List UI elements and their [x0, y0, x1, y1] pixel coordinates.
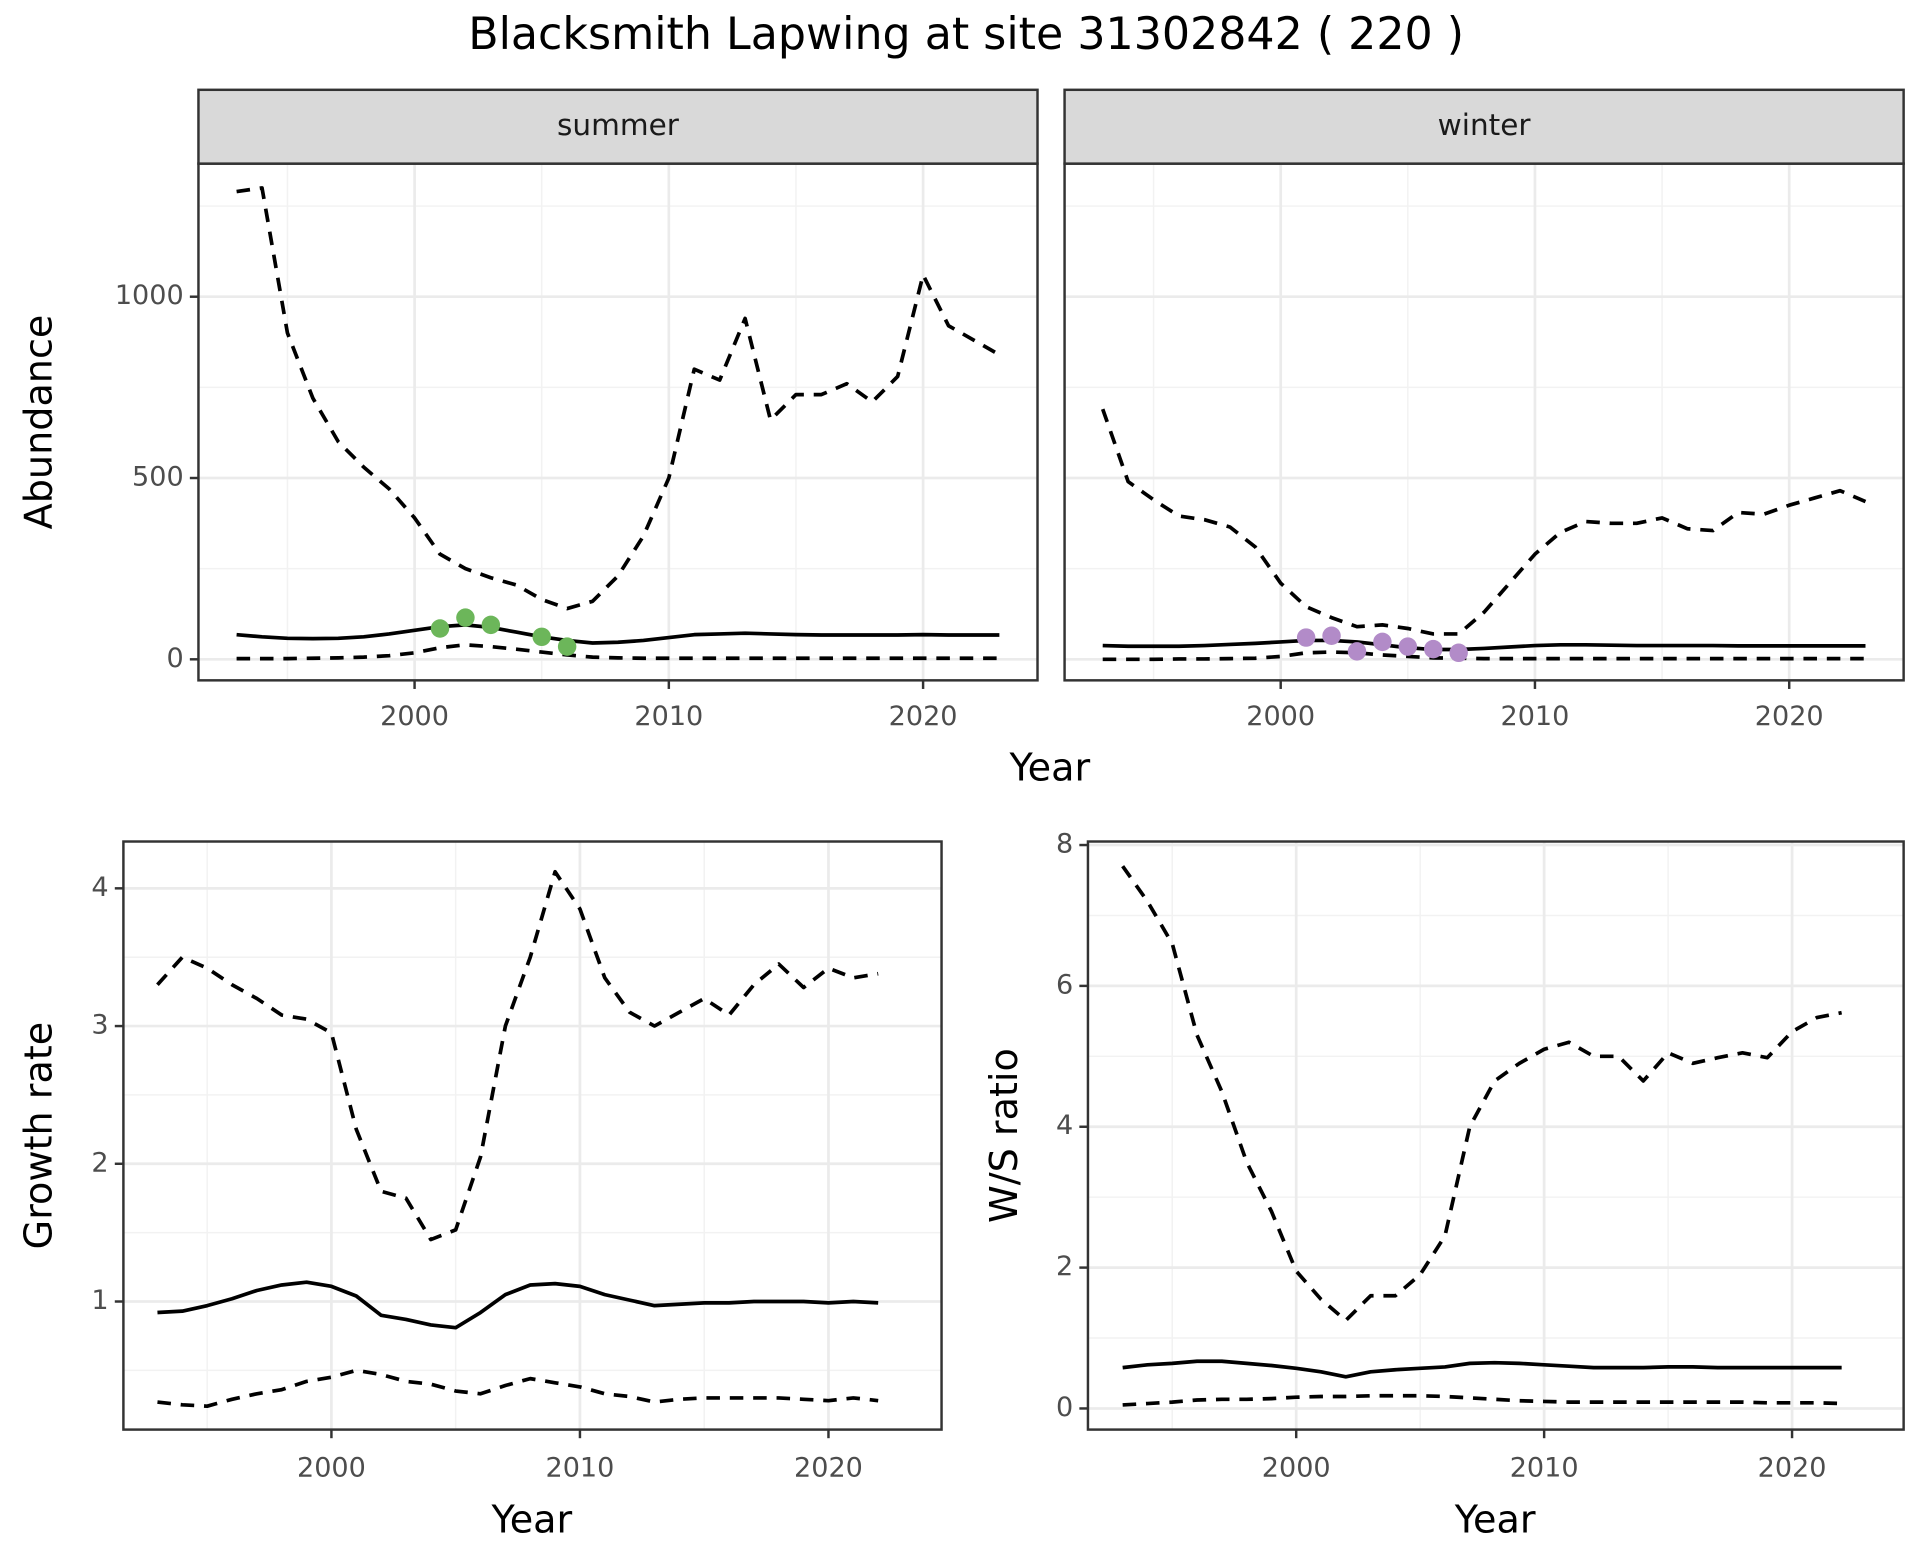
x-tick-label: 2010 [1510, 1452, 1579, 1483]
x-axis-title: Year [491, 1497, 573, 1541]
y-tick-label: 1 [91, 1285, 108, 1316]
x-tick-label: 2020 [1755, 701, 1824, 732]
data-point [430, 619, 450, 638]
strip-label: summer [557, 108, 680, 142]
data-point [1296, 628, 1316, 647]
x-tick-label: 2000 [1246, 701, 1315, 732]
x-axis-title: Year [1008, 746, 1090, 790]
x-axis-title: Year [1454, 1497, 1536, 1541]
y-tick-label: 0 [166, 643, 183, 674]
panel-background [198, 163, 1038, 681]
panel-background [1064, 163, 1904, 681]
y-tick-label: 3 [91, 1010, 108, 1041]
y-tick-label: 4 [1056, 1110, 1073, 1141]
panel-background [123, 841, 942, 1430]
x-tick-label: 2020 [794, 1452, 863, 1483]
panel-border [1086, 840, 1905, 1431]
interval-line [156, 869, 879, 1242]
x-tick-label: 2020 [889, 701, 958, 732]
strip-label: winter [1438, 108, 1532, 142]
mean-line [236, 623, 1000, 645]
interval-line [1122, 1393, 1842, 1407]
panel-background [1087, 841, 1904, 1430]
data-point [1449, 643, 1468, 663]
data-point [456, 608, 475, 627]
y-tick-label: 6 [1056, 969, 1073, 1000]
y-tick-label: 2 [91, 1147, 108, 1178]
interval-line [1121, 865, 1843, 1323]
data-point [1322, 626, 1341, 645]
mean-line [157, 1280, 879, 1330]
data-point [1373, 632, 1392, 652]
y-axis-title: Abundance [16, 315, 60, 530]
strip-background [197, 88, 1039, 165]
data-point [481, 615, 501, 635]
data-point [1347, 642, 1367, 661]
strip-background [1063, 88, 1905, 165]
y-tick-label: 1000 [115, 280, 184, 311]
mean-line [1122, 1359, 1842, 1379]
y-tick-label: 2 [1056, 1251, 1073, 1282]
interval-line [236, 642, 1000, 661]
y-axis-title: Growth rate [16, 1022, 60, 1250]
x-tick-label: 2010 [1501, 701, 1570, 732]
interval-line [236, 186, 1001, 611]
x-tick-label: 2010 [634, 701, 703, 732]
y-tick-label: 500 [132, 462, 184, 493]
data-point [557, 637, 577, 656]
interval-line [1102, 650, 1866, 662]
panel-border [122, 840, 943, 1431]
data-point [532, 627, 551, 647]
y-tick-label: 4 [91, 872, 108, 903]
interval-line [1100, 408, 1867, 636]
mean-line [1102, 638, 1866, 652]
y-tick-label: 8 [1056, 829, 1073, 860]
interval-line [157, 1368, 879, 1409]
data-point [1424, 639, 1443, 659]
x-tick-label: 2000 [297, 1452, 366, 1483]
figure-title: Blacksmith Lapwing at site 31302842 ( 22… [468, 9, 1464, 60]
x-tick-label: 2000 [380, 701, 449, 732]
y-tick-label: 0 [1056, 1392, 1073, 1423]
x-tick-label: 2010 [546, 1452, 615, 1483]
data-point [1398, 637, 1418, 656]
y-axis-title: W/S ratio [982, 1048, 1026, 1223]
x-tick-label: 2020 [1758, 1452, 1827, 1483]
x-tick-label: 2000 [1262, 1452, 1331, 1483]
